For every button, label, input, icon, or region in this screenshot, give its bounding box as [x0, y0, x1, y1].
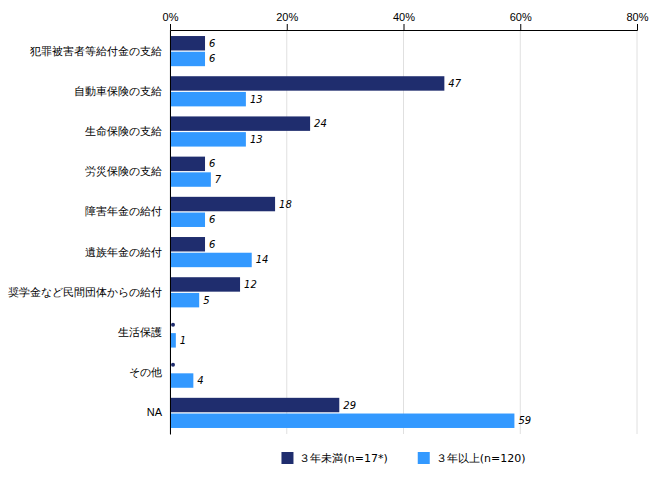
y-tick: 生活保護: [118, 326, 162, 338]
legend: ３年未満(n=17*) ３年以上(n=120): [281, 452, 525, 465]
bar: [170, 237, 205, 251]
data-label: 6: [209, 158, 215, 169]
y-tick: 奨学金など民間団体からの給付: [8, 286, 162, 298]
data-label: 12: [244, 279, 257, 290]
x-tick-mark: [520, 24, 521, 30]
x-tick-mark: [287, 24, 288, 30]
x-tick-label: 80%: [626, 11, 648, 23]
data-labels: 647246186122961313761451459: [180, 38, 531, 426]
bar: [170, 373, 193, 387]
chart: 6472461861229613137614514590%20%40%60%80…: [0, 0, 671, 482]
x-tick: 40%: [393, 11, 415, 30]
x-tick-mark: [404, 24, 405, 30]
bar: [170, 52, 205, 66]
grid-line: [170, 30, 171, 434]
y-tick-label: その他: [129, 366, 162, 378]
y-tick: 自動車保険の支給: [74, 85, 162, 97]
legend-label: ３年未満(n=17*): [299, 452, 387, 465]
y-axis: 犯罪被害者等給付金の支給自動車保険の支給生命保険の支給労災保険の支給障害年金の給…: [8, 31, 171, 435]
data-label: 29: [343, 400, 356, 411]
x-tick-label: 0%: [163, 11, 179, 23]
legend-swatch: [418, 452, 430, 464]
bar: [170, 197, 275, 211]
x-tick-mark: [637, 24, 638, 30]
data-label: 6: [209, 239, 215, 250]
legend-label: ３年以上(n=120): [436, 452, 526, 465]
bar: [170, 293, 199, 307]
data-label: 1: [180, 335, 186, 346]
y-tick-label: 労災保険の支給: [85, 165, 162, 177]
legend-swatch: [281, 452, 293, 464]
plot: 6472461861229613137614514590%20%40%60%80…: [8, 11, 649, 435]
y-tick: 生命保険の支給: [85, 125, 162, 137]
y-tick: 障害年金の給付: [85, 205, 162, 217]
bar: [170, 277, 240, 291]
grid: [170, 30, 637, 434]
y-axis-line: [170, 31, 171, 435]
bar: [170, 132, 246, 146]
x-tick-label: 20%: [276, 11, 298, 23]
y-tick-label: 障害年金の給付: [85, 205, 162, 217]
grid-line: [637, 30, 638, 434]
data-label: 14: [256, 254, 269, 265]
bar: [170, 398, 339, 412]
data-label: 5: [203, 295, 209, 306]
x-tick: 60%: [510, 11, 532, 30]
y-tick-label: 生命保険の支給: [85, 125, 162, 137]
x-axis-line: [171, 24, 638, 31]
y-tick-label: 生活保護: [118, 326, 162, 338]
bar: [170, 92, 246, 106]
bar: [170, 253, 252, 267]
legend-item: ３年未満(n=17*): [281, 452, 387, 465]
bar: [170, 157, 205, 171]
x-tick-label: 40%: [393, 11, 415, 23]
y-tick: 犯罪被害者等給付金の支給: [30, 45, 162, 57]
data-label: 13: [250, 94, 263, 105]
bar: [170, 76, 444, 90]
data-label: 4: [197, 375, 203, 386]
x-tick: 80%: [626, 11, 648, 30]
x-tick-mark: [170, 24, 171, 30]
y-tick-label: NA: [147, 406, 163, 418]
data-label: 59: [518, 415, 531, 426]
y-tick-label: 奨学金など民間団体からの給付: [8, 286, 162, 298]
y-tick: その他: [129, 366, 162, 378]
data-label: 18: [279, 199, 292, 210]
bar: [170, 116, 310, 130]
y-tick-label: 犯罪被害者等給付金の支給: [30, 45, 162, 57]
bars: [170, 36, 514, 428]
data-label: 24: [314, 118, 327, 129]
bar: [170, 172, 211, 186]
bar: [170, 414, 514, 428]
data-label: 6: [209, 214, 215, 225]
dot: [171, 323, 175, 327]
x-axis: 0% 20% 40% 60% 80%: [163, 11, 649, 31]
data-label: 7: [215, 174, 222, 185]
dot: [171, 363, 175, 367]
x-tick: 0%: [163, 11, 179, 30]
x-tick-label: 60%: [510, 11, 532, 23]
data-label: 6: [209, 53, 215, 64]
data-label: 13: [250, 134, 263, 145]
x-tick: 20%: [276, 11, 298, 30]
y-tick-label: 自動車保険の支給: [74, 85, 162, 97]
bar: [170, 213, 205, 227]
y-tick: NA: [147, 406, 163, 418]
bar: [170, 36, 205, 50]
y-tick-label: 遺族年金の給付: [85, 246, 162, 258]
y-tick: 労災保険の支給: [85, 165, 162, 177]
grid-line: [520, 30, 521, 434]
data-label: 47: [448, 78, 461, 89]
y-tick: 遺族年金の給付: [85, 246, 162, 258]
data-label: 6: [209, 38, 215, 49]
legend-item: ３年以上(n=120): [418, 452, 526, 465]
